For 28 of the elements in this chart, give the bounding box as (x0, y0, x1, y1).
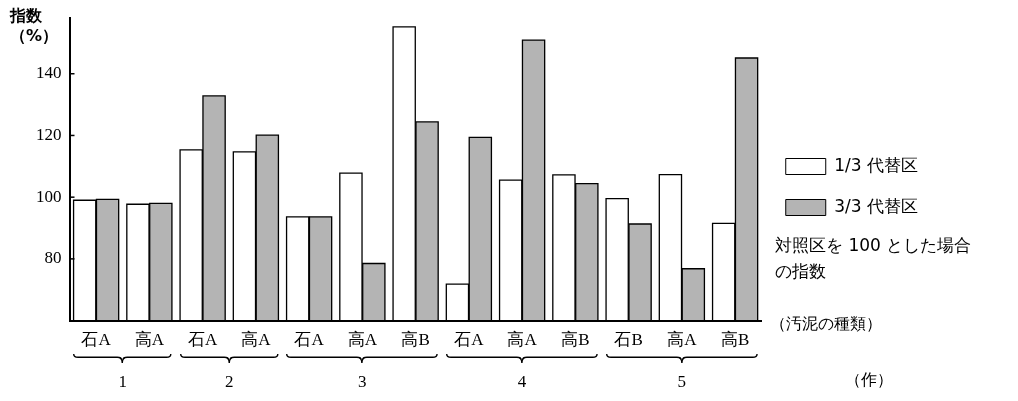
x-tick-label: 高A (347, 330, 378, 350)
x-tick-label: 高B (401, 330, 430, 350)
y-tick-label: 140 (36, 63, 62, 83)
x-tick-label: 石A (294, 330, 325, 350)
x-tick-label: 高A (241, 330, 272, 350)
legend-label: 3/3 代替区 (834, 195, 918, 216)
text: 4 (516, 372, 528, 392)
x-tick-label: 高A (134, 330, 165, 350)
x-tick-label: 石B (614, 330, 643, 350)
text: 2 (224, 372, 235, 392)
x-tick-label: 高A (507, 330, 538, 350)
y-tick-label: 120 (36, 124, 62, 144)
y-tick-label: 100 (36, 186, 62, 206)
x-tick-label: 石A (81, 330, 112, 350)
x-tick-label: 石A (187, 330, 218, 350)
text: （作） (845, 370, 893, 391)
x-tick-label: 高B (561, 330, 590, 350)
text: 対照区を 100 とした場合の指数 (775, 234, 973, 283)
y-axis-title: 指数（%） (10, 6, 59, 46)
legend-label: 1/3 代替区 (834, 154, 918, 175)
x-tick-label: 高B (720, 330, 750, 350)
x-tick-label: 高A (667, 330, 698, 350)
x-tick-label: 石A (454, 330, 485, 350)
y-tick-label: 80 (44, 248, 62, 268)
text: 5 (676, 372, 688, 392)
x-axis-title: （汚泥の種類） (770, 314, 882, 335)
text: 1 (117, 372, 128, 392)
text: 3 (357, 372, 368, 392)
